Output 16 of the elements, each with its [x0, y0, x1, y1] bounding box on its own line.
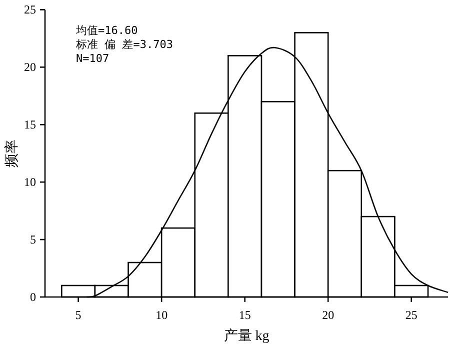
y-tick-label: 20 — [24, 60, 36, 74]
annotation: 均值=16.60 — [75, 24, 138, 37]
x-tick-label: 25 — [405, 308, 418, 322]
y-axis-title: 频率 — [4, 139, 20, 168]
x-tick-label: 15 — [238, 308, 251, 322]
y-tick-label: 0 — [30, 290, 36, 304]
y-tick-label: 5 — [30, 232, 36, 247]
y-tick-label: 10 — [24, 175, 36, 190]
y-tick-label: 15 — [24, 118, 36, 132]
x-axis-title: 产量 kg — [224, 328, 270, 344]
x-tick-label: 20 — [322, 308, 334, 322]
annotation: 标准 偏 差=3.703 — [75, 38, 173, 51]
x-tick-label: 10 — [156, 308, 168, 322]
annotation: N=107 — [76, 52, 110, 65]
y-tick-label: 25 — [24, 2, 36, 17]
x-tick-label: 5 — [75, 308, 82, 322]
